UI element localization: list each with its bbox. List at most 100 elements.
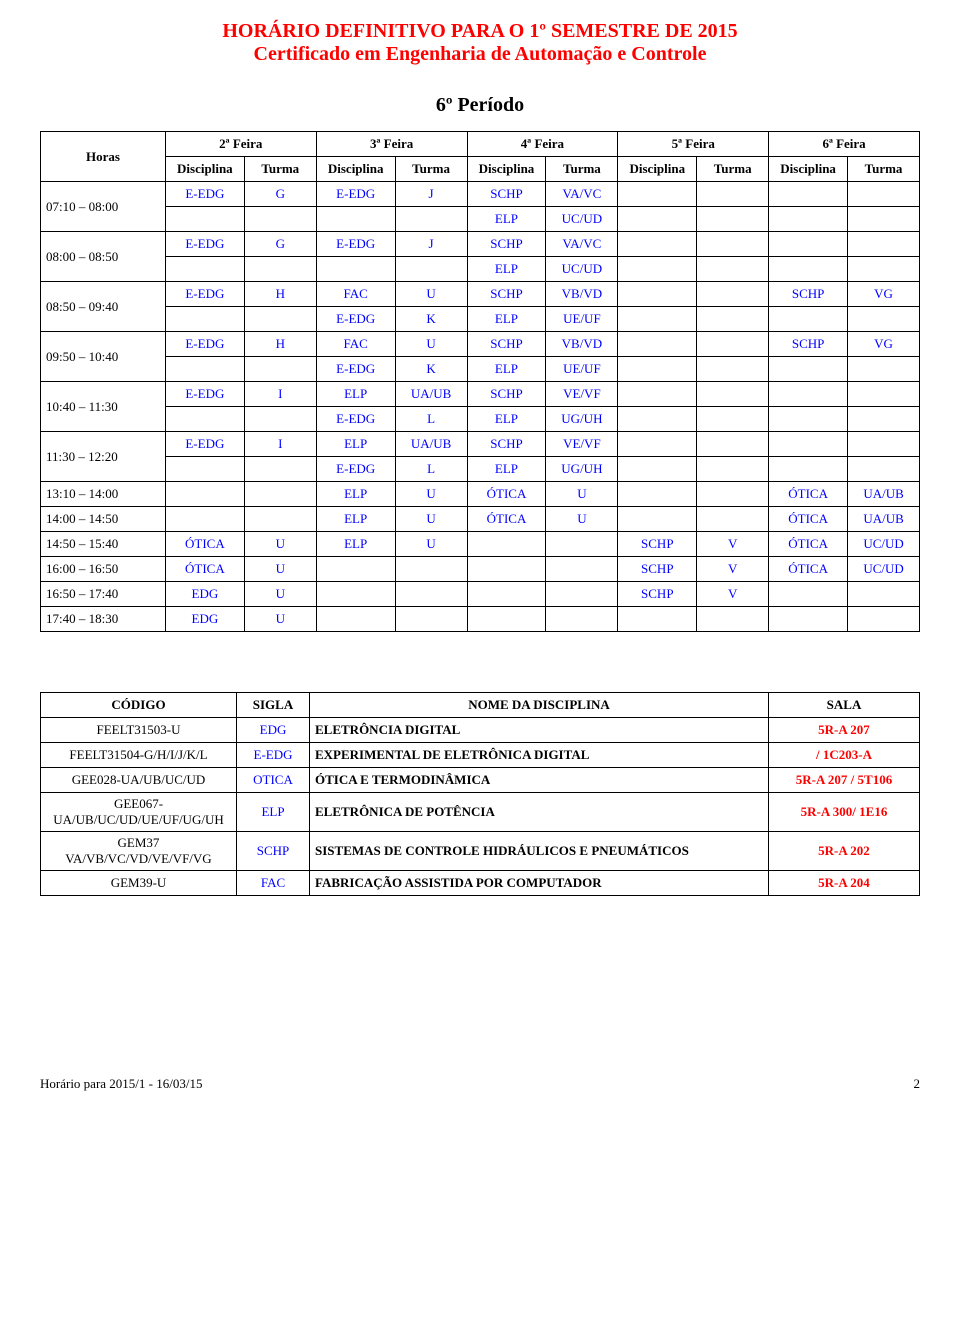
legend-nome: EXPERIMENTAL DE ELETRÔNICA DIGITAL <box>310 743 769 768</box>
disc-cell: ÓTICA <box>467 507 546 532</box>
turma-cell <box>697 257 769 282</box>
disc-cell: ELP <box>316 482 395 507</box>
disc-cell <box>165 357 244 382</box>
disc-cell <box>618 382 697 407</box>
turma-cell <box>244 207 316 232</box>
periodo-heading: 6º Período <box>40 94 920 117</box>
disc-cell: SCHP <box>618 532 697 557</box>
turma-cell: U <box>244 607 316 632</box>
header-disciplina: Disciplina <box>467 157 546 182</box>
disc-cell <box>618 607 697 632</box>
disc-cell: ELP <box>467 257 546 282</box>
time-cell: 13:10 – 14:00 <box>41 482 166 507</box>
disc-cell <box>618 307 697 332</box>
turma-cell <box>697 382 769 407</box>
disc-cell <box>769 582 848 607</box>
header-turma: Turma <box>546 157 618 182</box>
header-disciplina: Disciplina <box>165 157 244 182</box>
schedule-table: Horas2ª Feira3ª Feira4ª Feira5ª Feira6ª … <box>40 131 920 632</box>
turma-cell: J <box>395 232 467 257</box>
turma-cell <box>697 507 769 532</box>
time-cell: 10:40 – 11:30 <box>41 382 166 432</box>
legend-sala: 5R-A 207 <box>769 718 920 743</box>
turma-cell: UC/UD <box>546 257 618 282</box>
turma-cell <box>848 457 920 482</box>
turma-cell <box>546 582 618 607</box>
disc-cell <box>769 357 848 382</box>
disc-cell <box>769 257 848 282</box>
turma-cell <box>395 557 467 582</box>
disc-cell <box>769 432 848 457</box>
disc-cell: ÓTICA <box>769 557 848 582</box>
turma-cell: UA/UB <box>395 432 467 457</box>
turma-cell <box>244 457 316 482</box>
disc-cell: ELP <box>467 307 546 332</box>
turma-cell <box>546 607 618 632</box>
header-disciplina: Disciplina <box>316 157 395 182</box>
disc-cell: SCHP <box>618 557 697 582</box>
disc-cell <box>769 607 848 632</box>
disc-cell <box>618 457 697 482</box>
disc-cell <box>618 507 697 532</box>
legend-sigla: FAC <box>237 871 310 896</box>
turma-cell: UA/UB <box>848 507 920 532</box>
disc-cell <box>618 282 697 307</box>
disc-cell: E-EDG <box>165 232 244 257</box>
disc-cell: ÓTICA <box>769 482 848 507</box>
disc-cell <box>618 407 697 432</box>
disc-cell <box>769 182 848 207</box>
turma-cell <box>697 407 769 432</box>
turma-cell: UG/UH <box>546 457 618 482</box>
legend-sigla: E-EDG <box>237 743 310 768</box>
turma-cell <box>244 357 316 382</box>
legend-nome: SISTEMAS DE CONTROLE HIDRÁULICOS E PNEUM… <box>310 832 769 871</box>
turma-cell: UA/UB <box>848 482 920 507</box>
turma-cell <box>848 257 920 282</box>
header-turma: Turma <box>395 157 467 182</box>
header-day: 5ª Feira <box>618 132 769 157</box>
disc-cell: ÓTICA <box>769 532 848 557</box>
turma-cell <box>546 557 618 582</box>
disc-cell: ÓTICA <box>165 557 244 582</box>
disc-cell <box>165 207 244 232</box>
turma-cell <box>848 382 920 407</box>
legend-table: CÓDIGOSIGLANOME DA DISCIPLINASALAFEELT31… <box>40 692 920 896</box>
turma-cell <box>848 607 920 632</box>
header-day: 3ª Feira <box>316 132 467 157</box>
time-cell: 07:10 – 08:00 <box>41 182 166 232</box>
legend-codigo: GEM37 VA/VB/VC/VD/VE/VF/VG <box>41 832 237 871</box>
disc-cell <box>316 582 395 607</box>
turma-cell <box>395 607 467 632</box>
disc-cell <box>618 482 697 507</box>
turma-cell: UC/UD <box>848 557 920 582</box>
legend-codigo: GEM39-U <box>41 871 237 896</box>
turma-cell <box>697 457 769 482</box>
legend-header-codigo: CÓDIGO <box>41 693 237 718</box>
disc-cell <box>769 207 848 232</box>
time-cell: 08:00 – 08:50 <box>41 232 166 282</box>
time-cell: 16:50 – 17:40 <box>41 582 166 607</box>
disc-cell: SCHP <box>769 282 848 307</box>
disc-cell: E-EDG <box>165 332 244 357</box>
disc-cell: ÓTICA <box>165 532 244 557</box>
turma-cell: VA/VC <box>546 232 618 257</box>
turma-cell <box>546 532 618 557</box>
disc-cell: FAC <box>316 282 395 307</box>
header-turma: Turma <box>697 157 769 182</box>
turma-cell <box>697 332 769 357</box>
legend-header-nome: NOME DA DISCIPLINA <box>310 693 769 718</box>
turma-cell: UE/UF <box>546 357 618 382</box>
turma-cell <box>395 257 467 282</box>
turma-cell <box>848 182 920 207</box>
turma-cell <box>697 482 769 507</box>
disc-cell: EDG <box>165 582 244 607</box>
disc-cell: E-EDG <box>316 182 395 207</box>
turma-cell: VB/VD <box>546 332 618 357</box>
turma-cell: V <box>697 557 769 582</box>
disc-cell: SCHP <box>467 382 546 407</box>
footer-right: 2 <box>914 1076 921 1092</box>
disc-cell: ELP <box>316 432 395 457</box>
disc-cell: E-EDG <box>316 232 395 257</box>
turma-cell: U <box>244 557 316 582</box>
disc-cell: EDG <box>165 607 244 632</box>
